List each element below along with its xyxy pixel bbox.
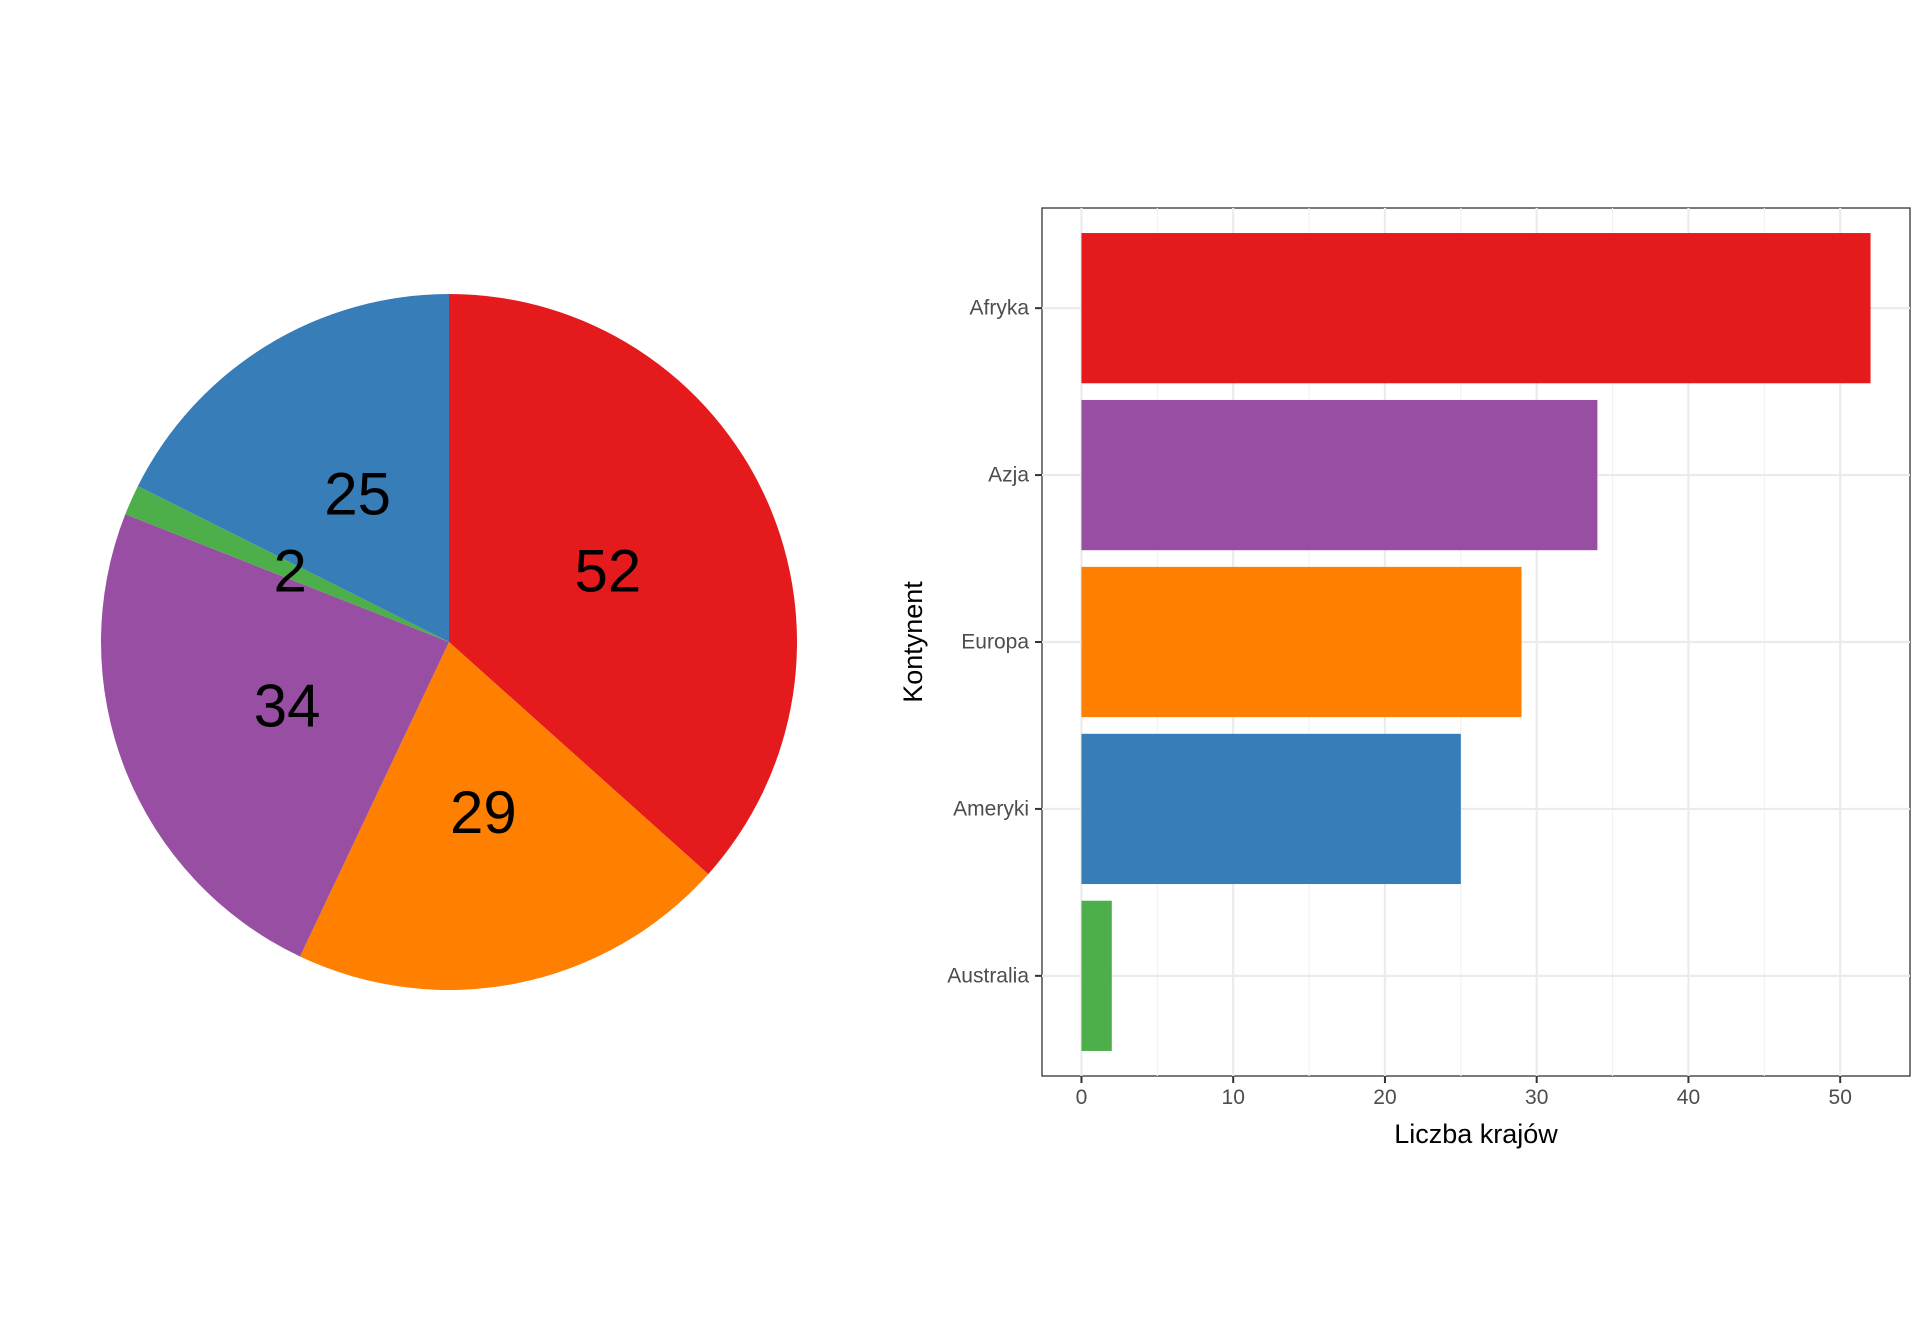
pie-label-australia: 2	[273, 537, 306, 604]
pie-slice-afryka	[449, 294, 797, 875]
bar-europa	[1081, 566, 1522, 718]
y-tick-label-afryka: Afryka	[969, 297, 1029, 320]
pie-slice-azja	[100, 514, 449, 957]
pie-label-europa: 29	[450, 779, 517, 846]
bar-azja	[1081, 399, 1598, 551]
x-tick-label: 10	[1222, 1086, 1245, 1109]
x-tick-label: 0	[1076, 1086, 1088, 1109]
pie-label-afryka: 52	[574, 537, 641, 604]
y-tick-label-azja: Azja	[988, 464, 1029, 487]
x-tick-label: 40	[1677, 1086, 1700, 1109]
x-tick-label: 30	[1525, 1086, 1548, 1109]
y-tick-label-ameryki: Ameryki	[953, 797, 1029, 820]
pie-slice-ameryki	[137, 294, 449, 642]
bar-ameryki	[1081, 733, 1461, 885]
x-tick-label: 20	[1373, 1086, 1396, 1109]
pie-label-ameryki: 25	[324, 460, 391, 527]
y-axis-title: Kontynent	[898, 581, 928, 703]
pie-label-azja: 34	[254, 672, 321, 739]
y-tick-label-australia: Australia	[947, 964, 1029, 987]
pie-slice-europa	[299, 642, 709, 990]
bar-axes: Afryka Azja Europa Ameryki Australia 0 10 20 30 4…	[947, 297, 1852, 1109]
y-tick-label-europa: Europa	[961, 631, 1029, 654]
bar-afryka	[1081, 233, 1871, 384]
bar-marks	[1081, 233, 1871, 1051]
x-axis-title: Liczba krajów	[1394, 1119, 1558, 1149]
pie-slice-australia	[125, 486, 450, 642]
x-tick-label: 50	[1829, 1086, 1852, 1109]
pie-chart: 52 29 34 2 25	[100, 294, 797, 990]
bar-chart: Afryka Azja Europa Ameryki Australia 0 10 20 30 4…	[898, 207, 1911, 1149]
bar-australia	[1081, 900, 1112, 1051]
